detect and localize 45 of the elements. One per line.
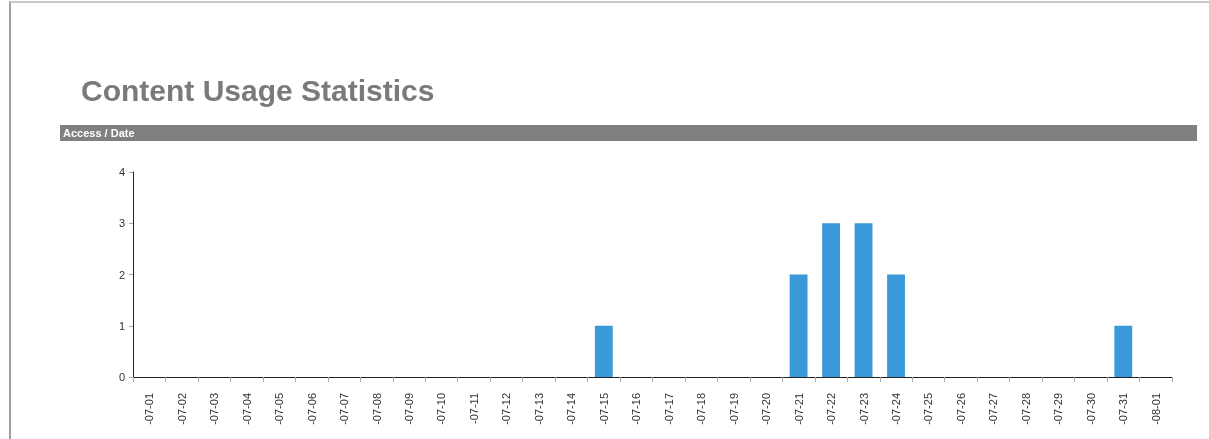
y-tick-label: 2 [118,268,125,281]
x-tick-label: -07-23 [857,393,870,425]
bar [1114,325,1133,377]
x-tick-label: -07-04 [240,393,253,425]
bar [887,274,905,377]
x-tick-label: -07-10 [435,393,448,425]
y-tick-label: 0 [118,371,125,383]
x-tick-label: -07-11 [467,393,480,424]
x-tick-label: -07-08 [370,393,383,425]
x-tick-label: -07-19 [727,393,740,425]
x-tick-label: -07-22 [825,393,838,425]
y-tick-label: 1 [118,319,125,332]
x-tick-label: -07-06 [305,393,318,425]
x-tick-label: -07-27 [987,393,1000,425]
bar [854,223,873,377]
x-tick-label: -07-16 [630,393,643,425]
x-tick-label: -07-18 [695,393,708,425]
x-tick-label: -07-13 [532,393,545,425]
x-tick-label: -07-09 [402,393,415,425]
y-tick-label: 3 [118,217,125,230]
x-tick-label: -07-01 [143,393,156,425]
x-tick-label: -07-25 [922,393,935,425]
x-tick-label: -07-07 [338,393,351,425]
x-tick-label: -07-28 [1019,393,1032,425]
bar [789,274,808,377]
x-tick-label: -08-01 [1149,393,1162,425]
y-tick-label: 4 [118,166,125,178]
x-tick-label: -07-30 [1084,393,1097,425]
bar [594,325,613,377]
bar [822,223,841,377]
x-tick-label: -07-26 [954,393,967,425]
chart-subtitle: Access / Date [63,126,135,139]
x-tick-label: -07-24 [890,393,903,425]
x-tick-label: -07-05 [273,393,286,425]
x-tick-label: -07-14 [565,393,578,425]
x-tick-label: -07-17 [662,393,675,425]
x-tick-label: -07-02 [175,393,188,425]
x-tick-label: -07-15 [597,393,610,425]
x-tick-label: -07-03 [208,393,221,425]
x-tick-label: -07-20 [760,393,773,425]
x-tick-label: -07-21 [792,393,805,425]
x-tick-label: -07-29 [1052,393,1065,425]
chart-title: Content Usage Statistics [81,73,435,107]
x-tick-label: -07-12 [500,393,513,425]
x-tick-label: -07-31 [1117,393,1130,425]
